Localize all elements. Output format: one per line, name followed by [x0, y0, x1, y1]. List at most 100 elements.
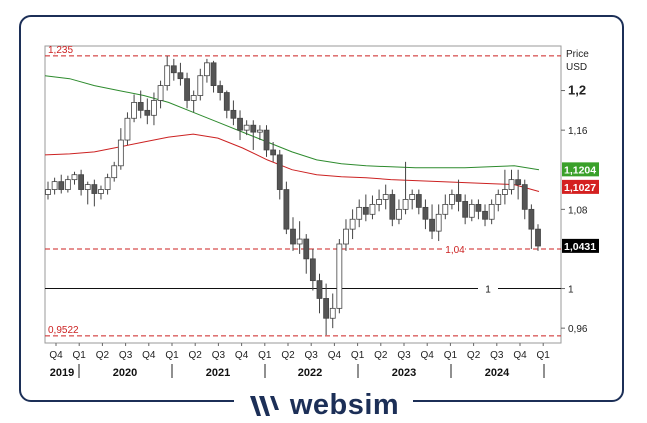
y-axis: Price USD 1,2 1,16 1,08 1 0,96: [561, 49, 589, 335]
candle-up: [45, 189, 51, 195]
x-tick-label: Q2: [189, 350, 203, 361]
candle-down: [237, 117, 243, 131]
candle-down: [210, 62, 217, 87]
candle-up: [256, 129, 263, 133]
candle-down: [528, 208, 535, 230]
candle-down: [422, 206, 429, 220]
candle-up: [243, 124, 250, 131]
candle-up: [508, 179, 515, 190]
x-tick-label: Q3: [490, 350, 504, 361]
x-tick-label: Q1: [165, 350, 179, 361]
candle-up: [157, 85, 164, 101]
candle-down: [250, 124, 257, 133]
candle-down: [303, 238, 310, 260]
candle-down: [415, 194, 422, 208]
price-tag-bg: [562, 238, 599, 253]
plot-area: [44, 45, 562, 344]
candle-up: [501, 189, 508, 195]
candle-down: [429, 218, 435, 232]
websim-logo-icon: [249, 395, 279, 416]
candle-up: [51, 181, 58, 190]
candle-up: [336, 243, 343, 309]
reference-line-label: 0,9522: [48, 325, 79, 336]
candle-up: [197, 75, 204, 96]
year-label: 2021: [206, 367, 230, 379]
candle-up: [104, 177, 111, 190]
candle-down: [482, 210, 488, 220]
price-tags: 1,1204 1,1027 1,0431: [562, 162, 599, 253]
reference-line-label: 1,235: [48, 45, 73, 56]
candle-up: [343, 228, 349, 245]
candle-down: [184, 78, 190, 101]
candle-up: [164, 65, 171, 87]
candle-down: [389, 194, 396, 220]
price-tag-label: 1,0431: [564, 241, 596, 253]
candle-down: [535, 228, 541, 247]
candle-up: [190, 95, 197, 101]
x-tick-label: Q2: [374, 350, 388, 361]
candle-down: [137, 102, 144, 111]
x-tick-label: Q4: [235, 350, 249, 361]
candle-down: [78, 174, 85, 190]
candle-down: [515, 179, 522, 185]
candle-up: [435, 213, 442, 232]
candle-up: [204, 62, 210, 77]
price-tag-bg: [562, 162, 599, 177]
y-tick-label: 1,08: [568, 205, 588, 216]
reference-line-label: 1,04: [445, 245, 465, 256]
moving-average-line: [44, 133, 540, 192]
candle-down: [316, 280, 323, 299]
candle-down: [362, 206, 369, 215]
candle-up: [124, 117, 131, 141]
candle-down: [475, 203, 482, 212]
candle-up: [111, 165, 118, 179]
candles: [45, 55, 541, 336]
candle-down: [177, 72, 184, 80]
reference-line-label-bg: [445, 242, 465, 255]
candle-up: [396, 208, 402, 220]
candle-down: [455, 194, 462, 202]
x-tick-label: Q1: [444, 350, 458, 361]
candle-down: [309, 258, 316, 282]
brand: websim: [233, 389, 414, 422]
candle-up: [131, 102, 137, 119]
candle-down: [521, 184, 528, 210]
candle-up: [442, 203, 449, 215]
candle-down: [270, 149, 277, 156]
year-label: 2019: [50, 367, 74, 379]
x-tick-label: Q1: [73, 350, 87, 361]
x-tick-label: Q3: [397, 350, 411, 361]
x-tick-label: Q3: [305, 350, 319, 361]
x-tick-label: Q4: [49, 350, 63, 361]
candle-up: [409, 194, 416, 200]
candle-up: [382, 194, 389, 200]
y-tick-label: 0,96: [568, 324, 588, 335]
moving-average-line: [44, 75, 540, 171]
candle-down: [170, 65, 177, 74]
candle-up: [151, 100, 157, 116]
x-tick-label: Q2: [281, 350, 295, 361]
candle-down: [91, 184, 98, 194]
moving-averages: [44, 75, 540, 192]
candle-up: [71, 174, 78, 181]
candle-down: [263, 129, 270, 151]
y-axis-label: USD: [566, 62, 587, 73]
year-label: 2024: [485, 367, 510, 379]
candle-down: [144, 109, 151, 116]
candle-up: [488, 203, 495, 220]
x-tick-label: Q4: [421, 350, 435, 361]
reference-line-label: 1: [485, 285, 491, 296]
x-tick-label: Q2: [96, 350, 110, 361]
year-label: 2023: [392, 367, 416, 379]
candle-up: [402, 199, 409, 210]
reference-lines: 1,235 1,04 1 0,9522: [45, 45, 561, 337]
candle-up: [376, 199, 382, 205]
price-tag-label: 1,1204: [564, 164, 596, 176]
candle-up: [349, 218, 356, 230]
candle-down: [217, 85, 224, 93]
candle-up: [356, 206, 363, 220]
y-tick-label: 1: [568, 285, 574, 296]
x-tick-label: Q4: [142, 350, 156, 361]
y-axis-label: Price: [566, 49, 589, 60]
